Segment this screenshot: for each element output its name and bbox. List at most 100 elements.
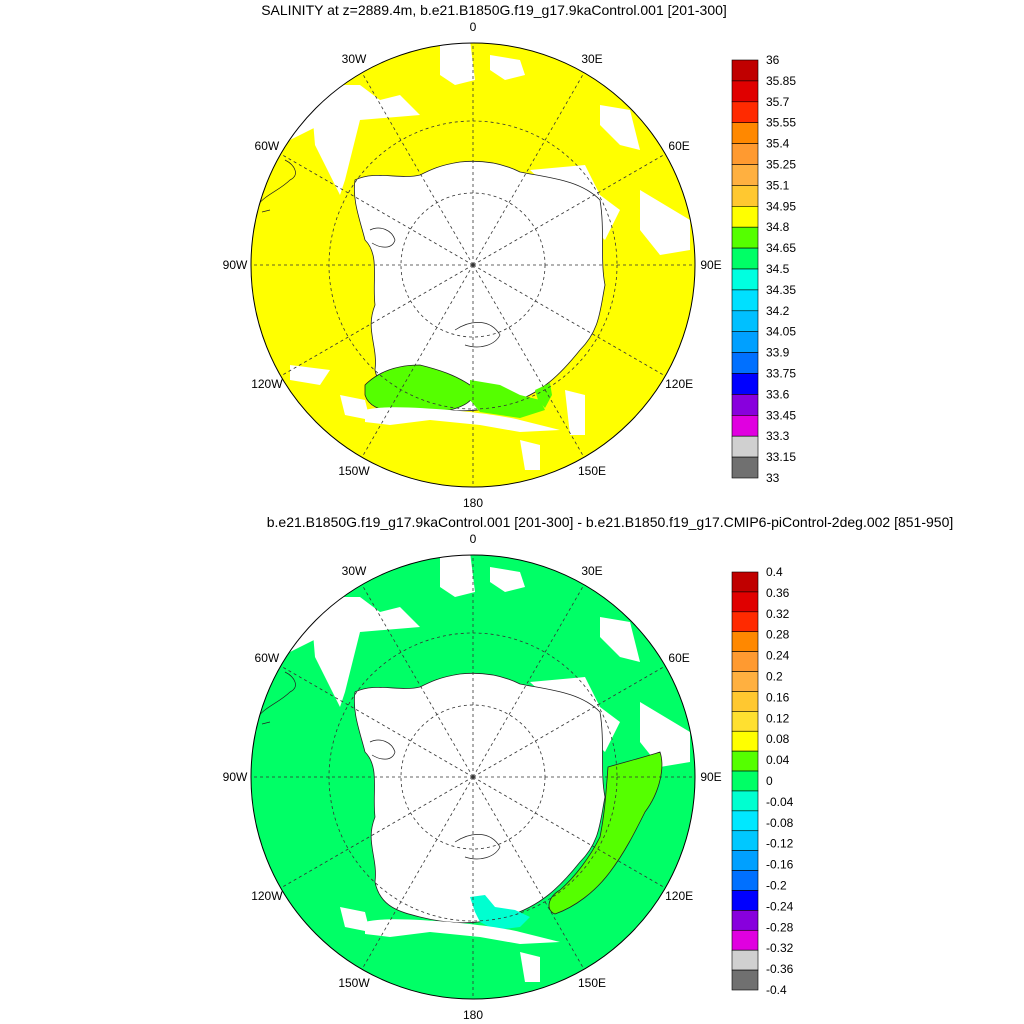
missing-data-region — [640, 702, 690, 767]
colorbar-tick-label: 35.7 — [766, 95, 790, 109]
longitude-label: 0 — [470, 20, 477, 34]
meridian-line — [361, 776, 474, 970]
colorbar-swatch — [731, 80, 759, 103]
meridian-line — [472, 264, 666, 377]
longitude-label: 150E — [578, 976, 606, 990]
colorbar-tick-label: 35.1 — [766, 178, 790, 192]
missing-data-region — [565, 390, 585, 435]
longitude-label: 30E — [581, 564, 602, 578]
longitude-label: 60E — [668, 651, 689, 665]
colorbar-swatch — [731, 790, 759, 812]
map-boundary — [250, 42, 696, 488]
colorbar-swatch — [731, 810, 759, 832]
colorbar-swatch — [731, 352, 759, 374]
colorbar-tick-label: 33.6 — [766, 387, 790, 401]
colorbar-tick-label: 35.25 — [766, 158, 796, 172]
meridian-line — [472, 776, 585, 970]
colorbar-tick-label: -0.4 — [766, 983, 787, 997]
colorbar-swatch — [731, 571, 759, 593]
colorbar-swatch — [731, 268, 759, 291]
colorbar-tick-label: 0.12 — [766, 711, 790, 725]
colorbar-swatch — [731, 122, 759, 144]
antarctica-landmass — [353, 672, 606, 924]
colorbar-tick-label: 0.36 — [766, 586, 790, 600]
colorbar-tick-label: -0.28 — [766, 920, 794, 934]
colorbar-swatch — [731, 611, 759, 633]
colorbar-swatch — [731, 394, 759, 416]
panel-1-title: SALINITY at z=2889.4m, b.e21.B1850G.f19_… — [261, 2, 727, 18]
longitude-label: 30W — [342, 564, 367, 578]
colorbar-swatch — [731, 730, 759, 752]
missing-data-region — [640, 190, 690, 255]
colorbar-swatch — [731, 870, 759, 891]
colorbar-swatch — [731, 770, 759, 792]
missing-data-region — [490, 567, 525, 592]
colorbar-swatch — [731, 456, 759, 479]
missing-data-region — [440, 555, 475, 597]
missing-data-region — [340, 907, 370, 932]
longitude-label: 30W — [342, 52, 367, 66]
colorbar-swatch — [731, 890, 759, 911]
colorbar-swatch — [731, 143, 759, 165]
colorbar: 36 35.85 35.7 35.55 35.4 35.25 35.1 34.95 34.8 34… — [731, 53, 796, 485]
missing-data-region — [440, 43, 475, 85]
colorbar-tick-label: 36 — [766, 53, 780, 67]
colorbar-tick-label: 35.55 — [766, 116, 796, 130]
green-anomaly-region — [548, 751, 663, 915]
colorbar-tick-label: 0.16 — [766, 690, 790, 704]
colorbar-tick-label: 0.2 — [766, 670, 783, 684]
longitude-labels: 0 30E 60E 90E 120E 150E 180 150W 120W 90W 60W 30W — [223, 20, 722, 510]
colorbar-swatch — [731, 711, 759, 732]
colorbar-tick-label: 0.4 — [766, 565, 783, 579]
meridian-line — [280, 264, 474, 377]
colorbar-swatch — [731, 850, 759, 871]
meridian-line — [472, 665, 666, 778]
colorbar-swatch — [731, 310, 759, 332]
meridian-line — [472, 153, 666, 266]
colorbar-swatch — [731, 691, 759, 712]
missing-data-region — [520, 440, 540, 470]
colorbar-tick-label: 33.45 — [766, 408, 796, 422]
colorbar: 0.4 0.36 0.32 0.28 0.24 0.2 0.16 0.12 0.08 0.04 0 -… — [731, 565, 794, 997]
colorbar-swatch — [731, 969, 759, 991]
longitude-label: 60E — [668, 139, 689, 153]
longitude-label: 90W — [223, 770, 248, 784]
colorbar-swatch — [731, 929, 759, 951]
panel-2-title: b.e21.B1850G.f19_g17.9kaControl.001 [201… — [266, 514, 954, 530]
missing-data-region — [310, 85, 420, 195]
meridian-line — [280, 776, 474, 889]
colorbar-swatch — [731, 59, 759, 82]
colorbar-tick-label: -0.24 — [766, 899, 794, 913]
colorbar-tick-label: 34.5 — [766, 262, 790, 276]
missing-data-region — [490, 55, 525, 80]
colorbar-swatch — [731, 591, 759, 613]
missing-data-region — [290, 365, 330, 385]
colorbar-swatch — [731, 164, 759, 186]
missing-data-region — [365, 919, 560, 944]
longitude-label: 120E — [665, 889, 693, 903]
colorbar-tick-label: 0 — [766, 774, 773, 788]
meridian-line — [361, 264, 474, 458]
colorbar-swatch — [731, 631, 759, 652]
colorbar-swatch — [731, 185, 759, 207]
colorbar-tick-label: -0.2 — [766, 879, 787, 893]
meridian-line — [472, 776, 666, 889]
meridian-line — [280, 153, 474, 266]
coastline — [454, 834, 501, 860]
colorbar-tick-label: 33.9 — [766, 346, 790, 360]
colorbar-tick-label: 33 — [766, 471, 780, 485]
longitude-label: 90W — [223, 258, 248, 272]
colorbar-tick-label: 35.85 — [766, 74, 796, 88]
missing-data-region — [365, 407, 560, 432]
longitude-label: 30E — [581, 52, 602, 66]
colorbar-swatch — [731, 949, 759, 971]
longitude-label: 120W — [251, 889, 283, 903]
meridian-line — [472, 72, 585, 266]
longitude-label: 60W — [255, 139, 280, 153]
coastline — [257, 671, 296, 725]
colorbar-tick-label: 0.08 — [766, 732, 790, 746]
longitude-labels: 0 30E 60E 90E 120E 150E 180 150W 120W 90W 60W 30W — [223, 532, 722, 1022]
coastline — [454, 322, 501, 348]
missing-data-region — [600, 105, 640, 150]
colorbar-swatch — [731, 671, 759, 692]
